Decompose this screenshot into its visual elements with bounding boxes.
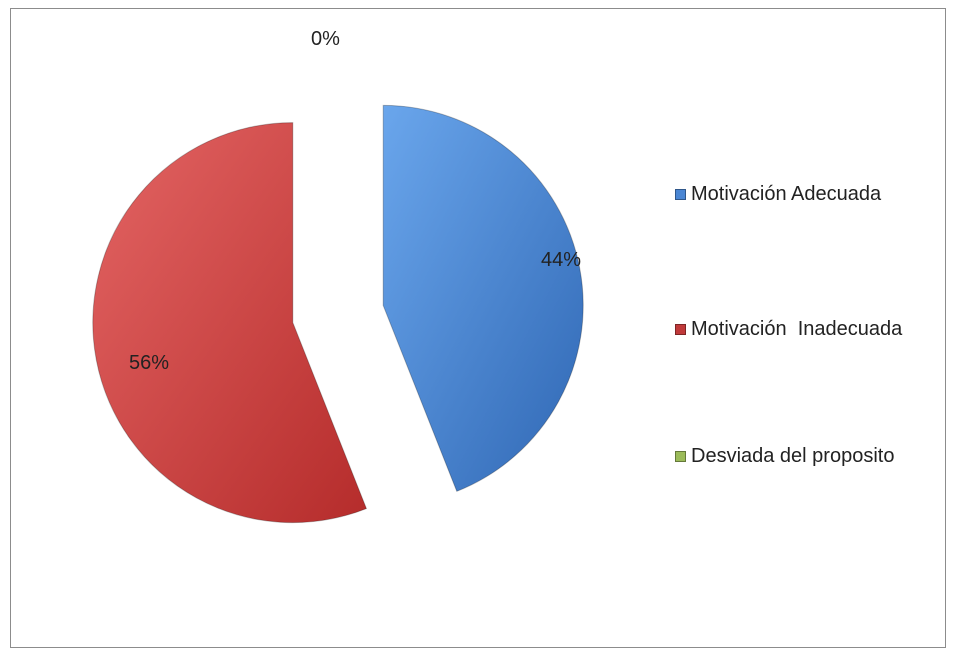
- legend-item-motivaci-n-adecuada: Motivación Adecuada: [675, 179, 881, 209]
- legend-item-desviada-del-proposito: Desviada del proposito: [675, 441, 894, 471]
- legend-swatch-motivaci-n-inadecuada: [675, 323, 686, 335]
- pie-slice-motivaci-n-adecuada: [382, 104, 584, 492]
- pie-chart: 44% 56% 0%: [92, 28, 584, 524]
- data-label-desviada-del-proposito: 0%: [311, 28, 340, 50]
- legend-label-desviada-del-proposito: Desviada del proposito: [691, 444, 895, 467]
- legend-label-motivaci-n-inadecuada: Motivación Inadecuada: [691, 317, 903, 340]
- legend-swatch-desviada-del-proposito: [675, 450, 686, 462]
- data-label-motivaci-n-adecuada: 44%: [541, 249, 581, 271]
- data-label-motivaci-n-inadecuada: 56%: [129, 352, 169, 374]
- legend-swatch-motivaci-n-adecuada: [675, 188, 686, 200]
- pie-slice-motivaci-n-inadecuada: [92, 122, 368, 524]
- legend-item-motivaci-n-inadecuada: Motivación Inadecuada: [675, 314, 902, 344]
- legend-label-motivaci-n-adecuada: Motivación Adecuada: [691, 182, 882, 205]
- chart-area: 44% 56% 0% Motivación Adecuada Motivación I…: [10, 8, 946, 648]
